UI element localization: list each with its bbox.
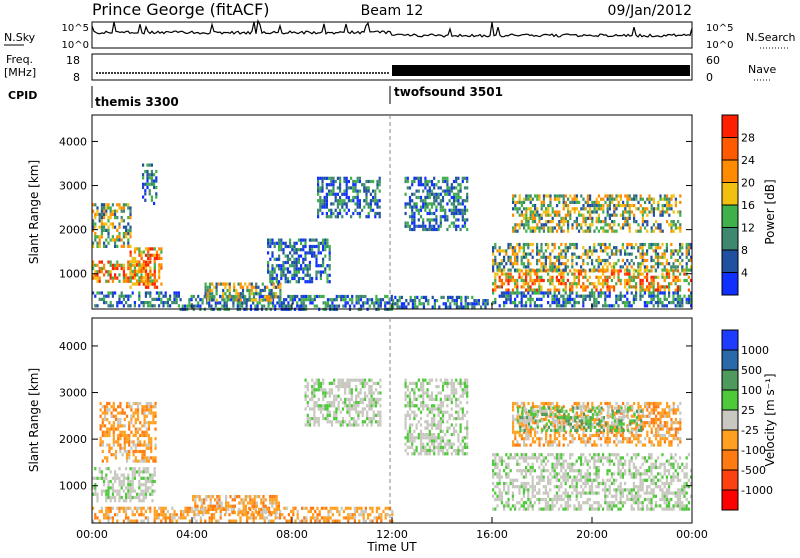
x-tick-label: 20:00 <box>576 528 608 541</box>
cpid-label: CPID <box>8 89 37 102</box>
colorbar-tick-label: 4 <box>741 267 748 280</box>
nsky-strip: N.Sky 10^5 10^0 10^5 10^0 N.Search <box>4 21 796 51</box>
data-region-4 <box>130 247 163 289</box>
velocity-data <box>92 379 692 523</box>
colorbar-tick-label: -25 <box>741 424 759 437</box>
cpid-program-1: themis 3300 <box>95 95 179 109</box>
data-region-5 <box>142 164 157 206</box>
nave-tick-low: 0 <box>706 71 713 84</box>
freq-label-line2: [MHz] <box>4 66 36 79</box>
time-axis-label: Time UT <box>366 540 417 554</box>
colorbar-tick-label: 8 <box>741 244 748 257</box>
colorbar-swatch <box>722 390 738 411</box>
y-tick-label: 2000 <box>59 224 87 237</box>
data-region-11 <box>405 177 469 231</box>
freq-tick-low: 8 <box>73 71 80 84</box>
data-region-9 <box>267 239 331 284</box>
data-region-12 <box>492 269 692 291</box>
colorbar-tick-label: 24 <box>741 154 755 167</box>
velocity-colorbar-label: Velocity [m s⁻¹] <box>763 373 777 466</box>
colorbar-swatch <box>722 410 738 431</box>
nave-tick-high: 60 <box>706 54 720 67</box>
x-tick-label: 08:00 <box>276 528 308 541</box>
power-data <box>92 164 692 311</box>
colorbar-swatch <box>722 450 738 471</box>
nsearch-tick-high: 10^5 <box>706 23 733 34</box>
colorbar-swatch <box>722 183 738 206</box>
data-region-13 <box>492 243 692 272</box>
cpid-strip: CPID themis 3300 twofsound 3501 <box>8 85 503 109</box>
data-region-1 <box>92 291 180 307</box>
colorbar-swatch <box>722 205 738 228</box>
nsky-line <box>92 21 692 37</box>
colorbar-swatch <box>722 350 738 371</box>
nsearch-tick-low: 10^0 <box>706 40 733 51</box>
colorbar-swatch <box>722 430 738 451</box>
nave-label: Nave <box>748 63 776 76</box>
nsearch-label: N.Search <box>746 31 796 44</box>
colorbar-tick-label: 12 <box>741 222 755 235</box>
nsky-tick-high: 10^5 <box>62 23 89 34</box>
colorbar-swatch <box>722 330 738 351</box>
colorbar-swatch <box>722 250 738 273</box>
y-tick-label: 2000 <box>59 433 87 446</box>
data-region-4 <box>192 495 280 514</box>
colorbar-tick-label: 28 <box>741 132 755 145</box>
nave-block <box>392 65 690 76</box>
power-panel: 1000 2000 3000 4000 Slant Range [km] <box>27 115 692 311</box>
beam-label: Beam 12 <box>361 3 424 19</box>
colorbar-swatch <box>722 228 738 251</box>
cpid-program-2: twofsound 3501 <box>394 85 503 99</box>
freq-strip: Freq. [MHz] 18 8 60 0 Nave <box>4 53 776 84</box>
power-colorbar: 4 8 12 16 20 24 28 <box>722 115 755 296</box>
colorbar-swatch <box>722 470 738 491</box>
velocity-ylabel: Slant Range [km] <box>27 368 41 472</box>
colorbar-swatch <box>722 370 738 391</box>
data-region-7 <box>205 283 282 302</box>
data-region-5 <box>305 379 382 427</box>
y-tick-label: 3000 <box>59 387 87 400</box>
colorbar-swatch <box>722 115 738 138</box>
data-region-8 <box>317 177 381 219</box>
data-region-14 <box>512 194 681 232</box>
freq-label-line1: Freq. <box>6 53 33 66</box>
y-tick-label: 4000 <box>59 340 87 353</box>
y-tick-label: 4000 <box>59 135 87 148</box>
x-tick-label: 00:00 <box>76 528 108 541</box>
data-region-1 <box>92 467 156 502</box>
x-tick-label: 00:00 <box>676 528 708 541</box>
colorbar-tick-label: -1000 <box>741 484 773 497</box>
colorbar-swatch <box>722 160 738 183</box>
data-region-2 <box>100 402 157 463</box>
colorbar-tick-label: 16 <box>741 199 755 212</box>
x-tick-label: 04:00 <box>176 528 208 541</box>
y-tick-label: 3000 <box>59 180 87 193</box>
colorbar-swatch <box>722 273 738 296</box>
data-region-6 <box>405 379 469 456</box>
colorbar-tick-label: 20 <box>741 177 755 190</box>
nsky-label: N.Sky <box>4 31 36 44</box>
freq-tick-high: 18 <box>66 54 80 67</box>
nsky-trace <box>92 21 692 37</box>
power-ylabel: Slant Range [km] <box>27 160 41 264</box>
station-title: Prince George (fitACF) <box>92 0 270 19</box>
colorbar-tick-label: 100 <box>741 384 762 397</box>
data-region-7 <box>492 453 692 511</box>
colorbar-tick-label: 25 <box>741 404 755 417</box>
colorbar-swatch <box>722 138 738 161</box>
power-colorbar-label: Power [dB] <box>763 179 777 244</box>
nsky-tick-low: 10^0 <box>62 40 89 51</box>
date-label: 09/Jan/2012 <box>608 3 692 19</box>
colorbar-tick-label: 500 <box>741 364 762 377</box>
data-region-3 <box>92 203 132 248</box>
y-tick-label: 1000 <box>59 480 87 493</box>
data-region-10 <box>392 296 493 309</box>
x-tick-label: 16:00 <box>476 528 508 541</box>
colorbar-swatch <box>722 490 738 511</box>
velocity-panel: 1000 2000 3000 4000 Slant Range [km] <box>27 318 692 523</box>
y-tick-label: 1000 <box>59 268 87 281</box>
colorbar-tick-label: 1000 <box>741 344 769 357</box>
